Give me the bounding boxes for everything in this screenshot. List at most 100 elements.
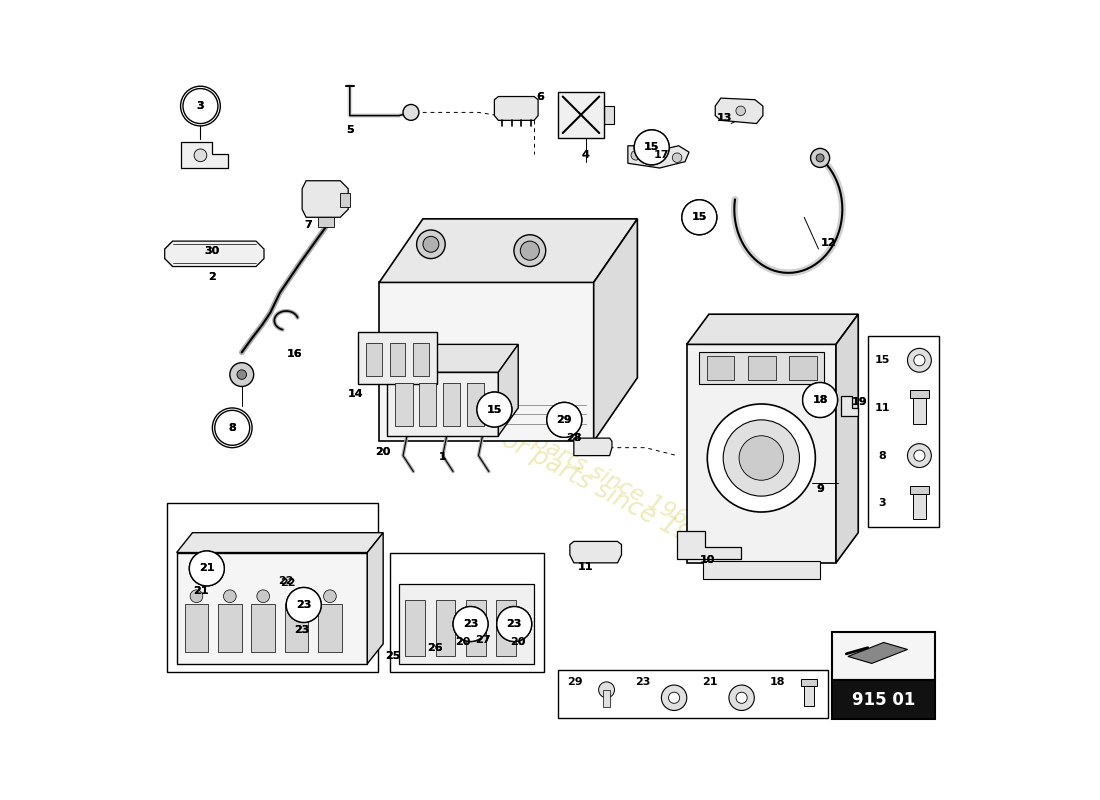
- Text: 6: 6: [537, 91, 544, 102]
- Circle shape: [914, 450, 925, 461]
- Text: 11: 11: [578, 562, 594, 572]
- Text: 30: 30: [205, 246, 220, 256]
- Polygon shape: [387, 344, 518, 372]
- Polygon shape: [848, 642, 908, 663]
- Text: 27: 27: [475, 635, 491, 645]
- Bar: [868, 337, 939, 527]
- Text: 3: 3: [878, 498, 886, 508]
- Text: 17: 17: [653, 150, 669, 160]
- Text: 13: 13: [717, 113, 733, 123]
- Circle shape: [497, 606, 531, 642]
- Text: 23: 23: [507, 619, 521, 629]
- Circle shape: [323, 590, 337, 602]
- Circle shape: [914, 354, 925, 366]
- Bar: [465, 600, 486, 656]
- Circle shape: [189, 551, 224, 586]
- Bar: [167, 503, 377, 672]
- Text: 21: 21: [199, 563, 214, 574]
- Text: 23: 23: [463, 619, 478, 629]
- Text: 25: 25: [385, 651, 400, 661]
- Circle shape: [189, 551, 224, 586]
- Text: 23: 23: [507, 619, 521, 629]
- Text: 19: 19: [852, 397, 868, 406]
- Circle shape: [672, 153, 682, 162]
- Polygon shape: [594, 219, 637, 442]
- Bar: [466, 382, 484, 426]
- Polygon shape: [686, 314, 858, 344]
- Polygon shape: [498, 344, 518, 436]
- Polygon shape: [379, 219, 637, 282]
- Circle shape: [682, 200, 717, 234]
- Text: 15: 15: [644, 142, 659, 152]
- Bar: [419, 382, 437, 426]
- Text: 23: 23: [295, 626, 310, 635]
- Circle shape: [908, 444, 932, 467]
- Text: a passion for parts since 1965: a passion for parts since 1965: [377, 364, 723, 563]
- Text: 20: 20: [510, 638, 526, 647]
- Text: 1: 1: [439, 452, 447, 462]
- Circle shape: [236, 370, 246, 379]
- Circle shape: [803, 382, 837, 418]
- Polygon shape: [715, 98, 763, 123]
- Text: 26: 26: [427, 643, 442, 653]
- Text: 29: 29: [557, 415, 572, 425]
- Text: 15: 15: [874, 355, 890, 366]
- Circle shape: [635, 130, 669, 165]
- Circle shape: [739, 436, 783, 480]
- Circle shape: [816, 154, 824, 162]
- Circle shape: [631, 150, 640, 160]
- Polygon shape: [678, 531, 740, 559]
- Circle shape: [230, 362, 254, 386]
- Bar: [365, 342, 382, 376]
- Text: 20: 20: [375, 446, 390, 457]
- Text: 9: 9: [816, 484, 824, 494]
- Text: 13: 13: [717, 113, 733, 123]
- Bar: [389, 342, 406, 376]
- Text: 5: 5: [346, 125, 353, 135]
- Text: 23: 23: [463, 619, 478, 629]
- Text: VARTA: VARTA: [475, 382, 497, 389]
- Text: 2: 2: [209, 272, 217, 282]
- Text: 7: 7: [305, 220, 312, 230]
- Text: 915 01: 915 01: [852, 691, 915, 709]
- Polygon shape: [628, 146, 689, 168]
- Bar: [910, 486, 930, 494]
- Text: 4: 4: [582, 150, 590, 160]
- Bar: [285, 604, 308, 652]
- Circle shape: [212, 408, 252, 448]
- Bar: [185, 604, 208, 652]
- Circle shape: [180, 86, 220, 126]
- Circle shape: [497, 606, 531, 642]
- Text: 14: 14: [348, 389, 363, 398]
- Bar: [910, 390, 930, 398]
- Circle shape: [598, 682, 615, 698]
- Text: 1: 1: [439, 452, 447, 462]
- Circle shape: [635, 130, 669, 165]
- Text: 21: 21: [702, 677, 717, 687]
- Circle shape: [736, 692, 747, 703]
- Text: 19: 19: [852, 397, 868, 406]
- Text: 18: 18: [770, 677, 785, 687]
- Bar: [558, 670, 828, 718]
- Bar: [251, 604, 275, 652]
- Polygon shape: [387, 372, 498, 436]
- Bar: [698, 352, 824, 384]
- Polygon shape: [367, 533, 383, 664]
- Circle shape: [424, 236, 439, 252]
- Bar: [789, 356, 817, 380]
- Bar: [442, 382, 460, 426]
- Polygon shape: [165, 241, 264, 266]
- Circle shape: [520, 241, 539, 260]
- Text: 15: 15: [692, 212, 707, 222]
- Bar: [389, 553, 544, 672]
- Polygon shape: [836, 314, 858, 563]
- Bar: [496, 600, 516, 656]
- Polygon shape: [494, 97, 538, 120]
- Text: 28: 28: [566, 433, 582, 443]
- Text: 16: 16: [286, 349, 302, 359]
- Bar: [558, 92, 604, 138]
- Bar: [913, 487, 926, 519]
- Polygon shape: [302, 181, 349, 218]
- Bar: [436, 600, 455, 656]
- Text: 15: 15: [486, 405, 502, 414]
